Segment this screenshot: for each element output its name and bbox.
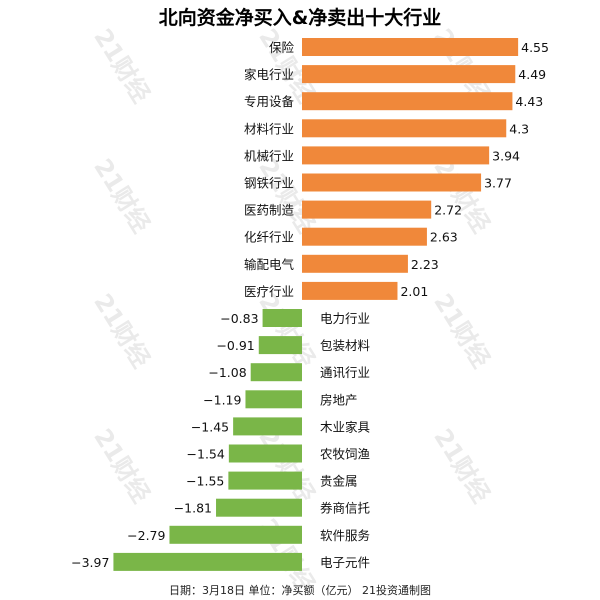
watermark-text: 21财经 [88, 289, 155, 373]
watermark-text: 21财经 [428, 289, 495, 373]
bar [302, 227, 427, 246]
bar [113, 552, 302, 571]
bar-group: 农牧饲渔 −1.54 [187, 444, 370, 463]
bar [233, 417, 302, 436]
bar-group: 钢铁行业 3.77 [244, 173, 512, 192]
bar [216, 498, 302, 517]
watermark-text: 21财经 [253, 289, 320, 373]
bar [169, 525, 302, 544]
bar-group: 机械行业 3.94 [244, 146, 520, 165]
category-label: 电子元件 [320, 555, 370, 570]
category-label: 贵金属 [320, 474, 358, 489]
chart-footer: 日期：3月18日 单位：净买额（亿元） 21投资通制图 [169, 584, 431, 597]
value-label: −1.19 [203, 392, 241, 407]
bar-group: 医疗行业 2.01 [244, 281, 428, 300]
category-label: 化纤行业 [244, 230, 294, 245]
chart-title: 北向资金净买入&净卖出十大行业 [158, 7, 442, 29]
value-label: −1.08 [208, 365, 246, 380]
category-label: 保险 [269, 40, 295, 55]
bar [228, 471, 302, 490]
bars-layer: 保险 4.55 家电行业 4.49 专用设备 4.43 材料行业 4.3 机械行业 3.94 钢铁行… [71, 38, 549, 571]
value-label: 3.77 [484, 176, 512, 191]
bar [302, 281, 398, 300]
watermark-text: 21财经 [253, 424, 320, 508]
watermark-text: 21财经 [253, 154, 320, 238]
bar-group: 专用设备 4.43 [244, 92, 543, 111]
bar-group: 通讯行业 −1.08 [208, 363, 370, 382]
bar [258, 336, 302, 355]
category-label: 专用设备 [244, 94, 295, 109]
value-label: −1.55 [186, 474, 224, 489]
value-label: 2.63 [430, 230, 458, 245]
bar-group: 家电行业 4.49 [244, 65, 546, 84]
category-label: 医疗行业 [244, 284, 294, 299]
category-label: 农牧饲渔 [320, 447, 370, 462]
category-label: 软件服务 [320, 528, 370, 543]
bar-group: 输配电气 2.23 [244, 254, 439, 273]
category-label: 券商信托 [320, 501, 370, 516]
bar [302, 65, 516, 84]
value-label: 2.72 [434, 203, 462, 218]
bar-group: 软件服务 −2.79 [127, 525, 370, 544]
bar [302, 92, 513, 111]
bar [245, 390, 302, 409]
bar-group: 医药制造 2.72 [244, 200, 462, 219]
value-label: 3.94 [492, 148, 520, 163]
category-label: 材料行业 [244, 121, 294, 136]
bar-group: 房地产 −1.19 [203, 390, 358, 409]
bar-group: 券商信托 −1.81 [174, 498, 370, 517]
category-label: 电力行业 [320, 311, 370, 326]
bar-group: 包装材料 −0.91 [216, 336, 371, 355]
watermark-text: 21财经 [428, 424, 495, 508]
bar [262, 309, 302, 327]
bar [302, 200, 432, 219]
bar-group: 贵金属 −1.55 [186, 471, 358, 490]
bar [250, 363, 302, 382]
watermark-text: 21财经 [88, 154, 155, 238]
value-label: −1.81 [174, 501, 212, 516]
bar-group: 木业家具 −1.45 [191, 417, 371, 436]
bar [302, 254, 408, 273]
bar [302, 146, 490, 165]
value-label: 4.43 [515, 94, 543, 109]
bar-group: 材料行业 4.3 [244, 119, 529, 138]
category-label: 通讯行业 [320, 365, 370, 380]
value-label: −1.54 [187, 447, 225, 462]
bar-group: 电力行业 −0.83 [220, 309, 370, 327]
bar [302, 119, 507, 138]
category-label: 家电行业 [244, 67, 294, 82]
value-label: −3.97 [71, 555, 109, 570]
bar-group: 电子元件 −3.97 [71, 552, 370, 571]
value-label: 2.01 [400, 284, 428, 299]
watermark-text: 21财经 [88, 24, 155, 108]
category-label: 包装材料 [320, 338, 371, 353]
bar [302, 38, 519, 56]
bar-group: 保险 4.55 [269, 38, 549, 56]
category-label: 输配电气 [244, 257, 295, 272]
value-label: 4.49 [518, 67, 546, 82]
category-label: 木业家具 [320, 419, 371, 434]
bar [228, 444, 302, 463]
watermark-text: 21财经 [428, 154, 495, 238]
value-label: −0.83 [220, 311, 258, 326]
bar [302, 173, 482, 192]
value-label: 4.3 [509, 121, 529, 136]
value-label: −0.91 [216, 338, 254, 353]
category-label: 房地产 [320, 392, 358, 407]
watermark-text: 21财经 [88, 424, 155, 508]
category-label: 机械行业 [244, 148, 294, 163]
value-label: 2.23 [411, 257, 439, 272]
value-label: 4.55 [521, 40, 549, 55]
category-label: 医药制造 [244, 203, 295, 218]
category-label: 钢铁行业 [244, 176, 294, 191]
value-label: −1.45 [191, 419, 229, 434]
bar-group: 化纤行业 2.63 [244, 227, 458, 246]
value-label: −2.79 [127, 528, 165, 543]
